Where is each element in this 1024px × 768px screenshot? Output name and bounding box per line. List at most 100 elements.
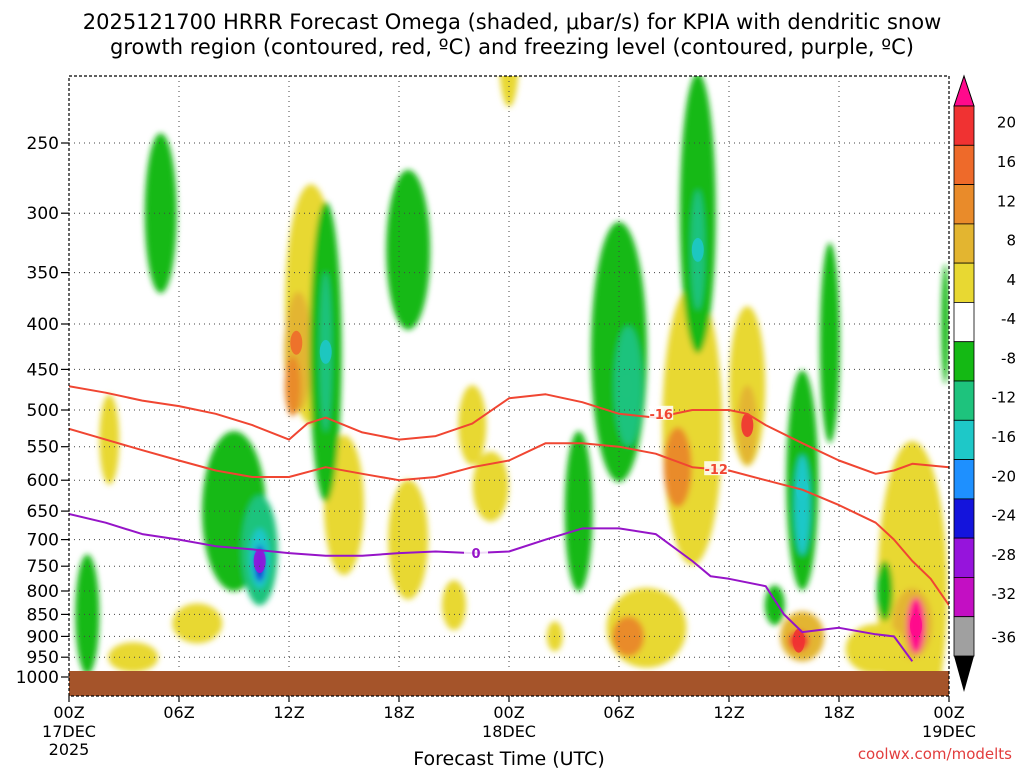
colorbar-label: -36 xyxy=(992,628,1017,646)
x-tick-label: 18Z xyxy=(823,703,854,722)
isotherm-line xyxy=(69,427,949,606)
colorbar-label: -32 xyxy=(992,585,1017,603)
colorbar-label: -4 xyxy=(1001,310,1016,328)
isotherm-contours xyxy=(69,385,949,662)
colorbar-swatch xyxy=(953,616,975,657)
x-tick-label: 12Z xyxy=(713,703,744,722)
colorbar-label: 16 xyxy=(997,153,1016,171)
omega-blob xyxy=(764,585,785,626)
omega-blob xyxy=(99,394,120,485)
contour-labels: -16 -12 0 xyxy=(464,405,729,562)
x-tick-label: 06Z xyxy=(603,703,634,722)
colorbar-label: -8 xyxy=(1001,349,1016,367)
colorbar-swatch xyxy=(953,184,975,225)
x-tick-label: 12Z xyxy=(273,703,304,722)
colorbar-label: 12 xyxy=(997,192,1016,210)
x-tick-year: 2025 xyxy=(49,740,90,759)
omega-blob xyxy=(458,385,487,466)
colorbar-swatch xyxy=(953,341,975,382)
y-tick-label: 800 xyxy=(27,582,59,602)
colorbar-label: 20 xyxy=(997,114,1016,132)
omega-blob xyxy=(442,580,466,631)
terrain-ground xyxy=(69,671,949,696)
plot-area xyxy=(69,76,949,696)
omega-blob xyxy=(794,455,811,556)
omega-blob xyxy=(172,603,223,644)
colorbar-label: -20 xyxy=(992,467,1017,485)
x-tick-label: 18Z xyxy=(383,703,414,722)
colorbar: 20 16 12 8 4 -4 -8 -12 -16 -20 -24 -28 -32 -36 xyxy=(953,74,1017,692)
omega-blob xyxy=(108,642,159,673)
colorbar-swatch xyxy=(953,380,975,421)
y-tick-label: 700 xyxy=(27,531,59,551)
y-tick-label: 1000 xyxy=(16,668,59,688)
chart-title-line-2: growth region (contoured, red, ºC) and f… xyxy=(110,35,914,59)
omega-feature-core xyxy=(620,374,633,399)
isotherm-label-bg xyxy=(704,461,729,476)
omega-blob xyxy=(612,616,645,657)
colorbar-label: 8 xyxy=(1006,232,1016,250)
colorbar-swatch xyxy=(953,459,975,500)
omega-blob xyxy=(75,554,100,675)
isotherm-label: -16 xyxy=(649,408,673,423)
colorbar-swatch xyxy=(953,537,975,578)
colorbar-top-arrow xyxy=(953,74,975,107)
y-tick-label: 350 xyxy=(27,264,59,284)
omega-feature-core xyxy=(253,549,266,573)
omega-feature-core xyxy=(691,237,704,262)
isotherm-line xyxy=(69,385,949,475)
x-tick-label: 06Z xyxy=(163,703,194,722)
y-tick-label: 750 xyxy=(27,557,59,577)
omega-feature-core xyxy=(290,330,303,355)
gridlines xyxy=(69,76,949,696)
omega-feature-core xyxy=(319,339,332,364)
colorbar-swatch xyxy=(953,498,975,539)
isotherm-line xyxy=(69,513,914,662)
isotherm-label-bg xyxy=(649,405,674,420)
omega-blob xyxy=(819,242,840,443)
y-tick-label: 850 xyxy=(27,605,59,625)
colorbar-swatch xyxy=(953,144,975,186)
watermark: coolwx.com/modelts xyxy=(858,745,1012,763)
chart-title-line-1: 2025121700 HRRR Forecast Omega (shaded, … xyxy=(83,10,942,34)
y-tick-label: 450 xyxy=(27,360,59,380)
colorbar-swatch xyxy=(953,105,975,146)
y-tick-label: 600 xyxy=(27,471,59,491)
y-tick-label: 400 xyxy=(27,315,59,335)
x-tick-label: 00Z xyxy=(53,703,84,722)
colorbar-label: -24 xyxy=(992,507,1017,525)
omega-blob xyxy=(144,133,177,294)
colorbar-swatch xyxy=(953,301,975,343)
omega-blob xyxy=(941,264,949,384)
x-tick-date: 19DEC xyxy=(922,722,976,741)
omega-feature-core xyxy=(910,613,922,638)
colorbar-label: 4 xyxy=(1006,271,1016,289)
colorbar-swatch xyxy=(953,577,975,618)
omega-blob xyxy=(663,427,692,508)
omega-feature-core xyxy=(741,413,754,438)
x-tick-label: 00Z xyxy=(493,703,524,722)
colorbar-label: -28 xyxy=(992,546,1017,564)
y-tick-label: 250 xyxy=(27,134,59,154)
y-tick-label: 550 xyxy=(27,438,59,458)
omega-shading xyxy=(75,76,949,696)
colorbar-label: -12 xyxy=(992,389,1017,407)
colorbar-swatch xyxy=(953,223,975,264)
y-tick-label: 900 xyxy=(27,627,59,647)
isotherm-label: -12 xyxy=(704,463,728,478)
omega-blob xyxy=(388,479,429,600)
y-tick-label: 500 xyxy=(27,401,59,421)
omega-blob xyxy=(472,451,509,522)
colorbar-swatch xyxy=(953,262,975,303)
omega-blob xyxy=(386,169,431,330)
y-tick-label: 300 xyxy=(27,204,59,224)
x-axis-title: Forecast Time (UTC) xyxy=(413,748,604,768)
omega-feature-core xyxy=(792,628,805,653)
isotherm-label: 0 xyxy=(471,547,480,562)
colorbar-swatch xyxy=(953,419,975,460)
y-axis: 2503003504004505005506006507007508008509… xyxy=(16,134,69,688)
omega-blob xyxy=(564,431,593,592)
omega-blob xyxy=(284,356,301,417)
